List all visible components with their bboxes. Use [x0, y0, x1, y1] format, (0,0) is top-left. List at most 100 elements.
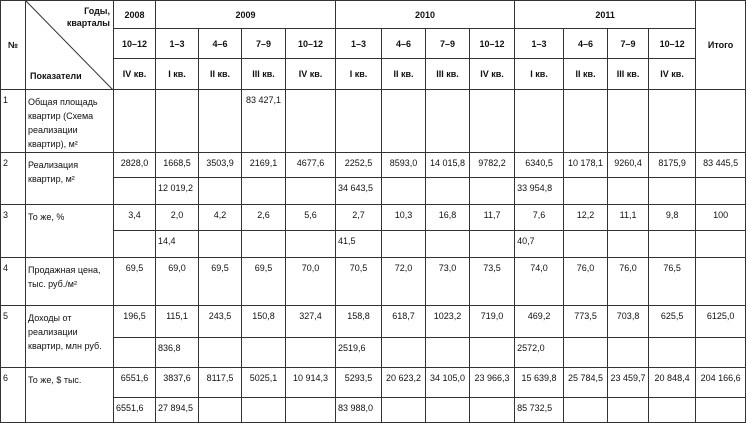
value-cell: 73,0: [425, 257, 471, 306]
value-cell: 703,8: [607, 305, 650, 338]
empty-cell: [563, 89, 609, 153]
months-header: 7–9: [607, 28, 650, 59]
value-cell: 23 459,7: [607, 367, 650, 398]
empty-cell: [695, 177, 746, 205]
value-cell: 6125,0: [695, 305, 746, 338]
empty-cell: [381, 230, 427, 258]
empty-cell: [381, 177, 427, 205]
value-cell: 9,8: [648, 204, 697, 231]
empty-cell: [425, 337, 471, 368]
months-header: 7–9: [241, 28, 286, 59]
empty-cell: [607, 337, 650, 368]
value-cell: 72,0: [381, 257, 427, 306]
empty-cell: [198, 397, 242, 423]
empty-cell: [381, 397, 427, 423]
table-row: 3 То же, % 3,4 2,0 4,2 2,6 5,6 2,7 10,3 16,8 11,7 7…: [0, 204, 746, 258]
empty-cell: [155, 89, 199, 153]
value-cell: 20 623,2: [381, 367, 427, 398]
empty-cell: [241, 337, 286, 368]
empty-cell: [381, 89, 427, 153]
months-header: 4–6: [563, 28, 609, 59]
value-cell: 69,5: [198, 257, 242, 306]
empty-cell: [469, 337, 516, 368]
value-cell: 69,5: [241, 257, 286, 306]
empty-cell: [648, 337, 697, 368]
months-header: 1–3: [335, 28, 383, 59]
value-cell: 14 015,8: [425, 152, 471, 178]
empty-cell: [648, 177, 697, 205]
value-cell: 3503,9: [198, 152, 242, 178]
value-cell: 10 914,3: [284, 367, 337, 398]
quarter-header: II кв.: [563, 58, 609, 90]
empty-cell: [425, 177, 471, 205]
value-cell: 6340,5: [514, 152, 565, 178]
empty-cell: [425, 89, 471, 153]
subtotal-cell: 836,8: [155, 337, 199, 368]
empty-cell: [695, 230, 746, 258]
value-cell: 3837,6: [155, 367, 199, 398]
value-cell: 69,0: [155, 257, 199, 306]
value-cell: 83 445,5: [695, 152, 746, 178]
row-label: Доходы от реализации квартир, млн руб.: [25, 305, 114, 368]
value-cell: 158,8: [335, 305, 383, 338]
value-cell: 12,2: [563, 204, 609, 231]
quarter-header: III кв.: [425, 58, 471, 90]
value-cell: 25 784,5: [563, 367, 609, 398]
table-row: 1 Общая площадь квартир (Схема реализации…: [0, 89, 746, 153]
row-number: 4: [0, 257, 26, 306]
row-number: 1: [0, 89, 26, 153]
subtotal-cell: 40,7: [514, 230, 565, 258]
value-cell: 1668,5: [155, 152, 199, 178]
quarter-header: I кв.: [514, 58, 565, 90]
year-header: 2010: [335, 0, 516, 29]
subtotal-cell: 41,5: [335, 230, 383, 258]
value-cell: 76,0: [563, 257, 609, 306]
empty-cell: [695, 89, 746, 153]
value-cell: 8593,0: [381, 152, 427, 178]
value-cell: 10 178,1: [563, 152, 609, 178]
indicators-label: Показатели: [30, 71, 82, 81]
empty-cell: [648, 230, 697, 258]
subtotal-cell: 33 954,8: [514, 177, 565, 205]
diagonal-line: [26, 1, 113, 89]
number-header: №: [0, 0, 26, 90]
empty-cell: [284, 397, 337, 423]
empty-cell: [241, 230, 286, 258]
row-label: Общая площадь квартир (Схема реализации …: [25, 89, 114, 153]
empty-cell: [607, 177, 650, 205]
quarter-header: IV кв.: [113, 58, 156, 90]
months-header: 10–12: [648, 28, 697, 59]
subtotal-cell: 6551,6: [113, 397, 156, 423]
empty-cell: [284, 337, 337, 368]
value-cell: 23 966,3: [469, 367, 516, 398]
table-row: 6 То же, $ тыс. 6551,6 3837,6 8117,5 5025,1 10…: [0, 367, 746, 423]
empty-cell: [113, 89, 156, 153]
empty-cell: [198, 89, 242, 153]
value-cell: 11,7: [469, 204, 516, 231]
value-cell: 150,8: [241, 305, 286, 338]
value-cell: 115,1: [155, 305, 199, 338]
empty-cell: [563, 397, 609, 423]
value-cell: 4677,6: [284, 152, 337, 178]
value-cell: 3,4: [113, 204, 156, 231]
year-header: 2009: [154, 0, 337, 29]
empty-cell: [563, 230, 609, 258]
value-cell: 76,0: [607, 257, 650, 306]
value-cell: 11,1: [607, 204, 650, 231]
empty-cell: [425, 230, 471, 258]
value-cell: 2252,5: [335, 152, 383, 178]
subtotal-row: 836,8 2519,6 2572,0: [1, 337, 746, 368]
value-cell: 8175,9: [648, 152, 697, 178]
empty-cell: [241, 177, 286, 205]
value-cell: 5,6: [284, 204, 337, 231]
empty-cell: [695, 257, 746, 306]
header-row: IV кв. I кв. II кв. III кв. IV кв. I кв. II кв…: [1, 58, 746, 90]
value-cell: 69,5: [113, 257, 156, 306]
months-header: 4–6: [381, 28, 427, 59]
empty-cell: [648, 397, 697, 423]
years-quarters-label: Годы, кварталы: [66, 6, 110, 28]
year-header: 2008: [113, 0, 156, 29]
quarter-header: III кв.: [607, 58, 650, 90]
empty-cell: [113, 230, 156, 258]
value-cell: 70,0: [284, 257, 337, 306]
